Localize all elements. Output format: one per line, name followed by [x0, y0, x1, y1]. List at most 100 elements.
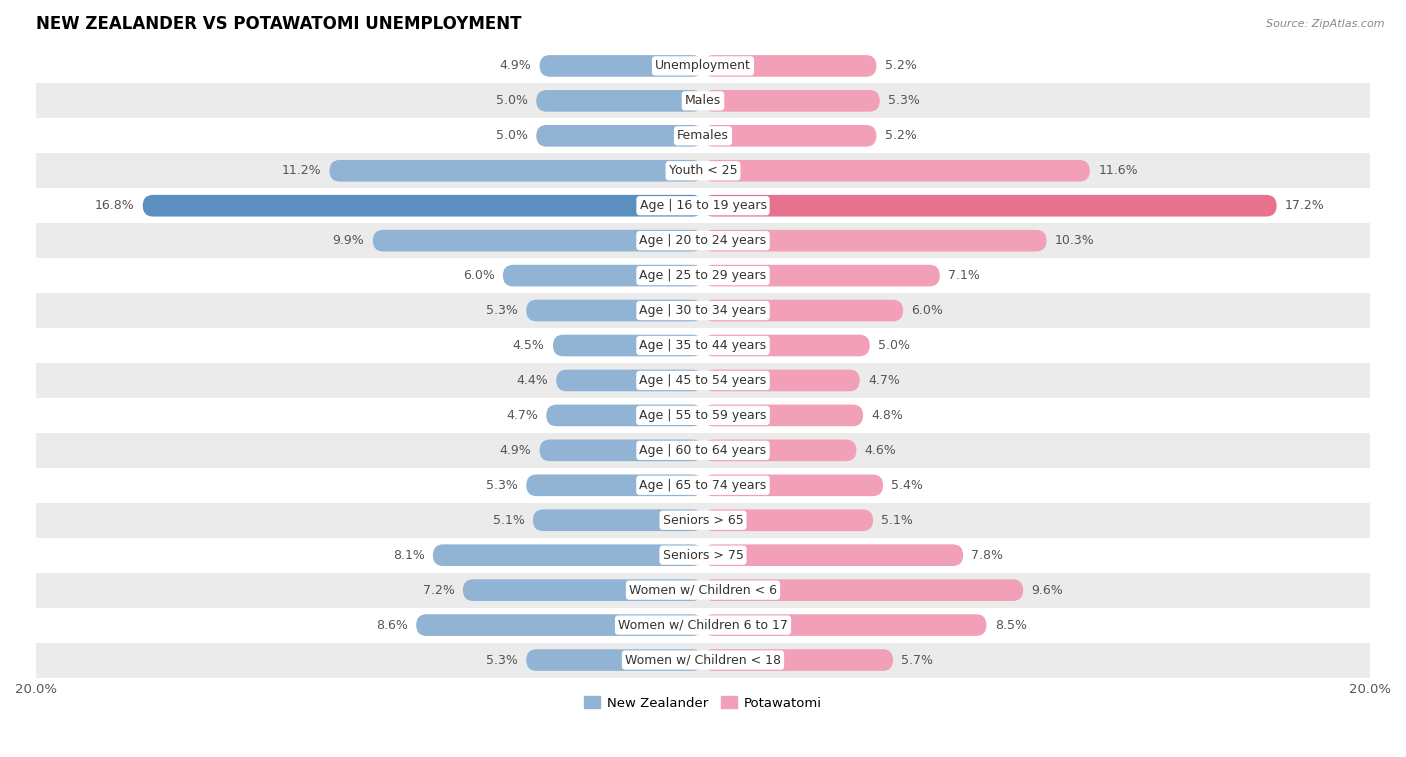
- FancyBboxPatch shape: [703, 90, 880, 112]
- FancyBboxPatch shape: [703, 369, 859, 391]
- Text: 6.0%: 6.0%: [463, 269, 495, 282]
- Text: Women w/ Children 6 to 17: Women w/ Children 6 to 17: [619, 618, 787, 631]
- FancyBboxPatch shape: [703, 300, 903, 322]
- FancyBboxPatch shape: [143, 195, 703, 217]
- FancyBboxPatch shape: [536, 125, 703, 147]
- Text: 4.8%: 4.8%: [872, 409, 903, 422]
- Text: 5.3%: 5.3%: [486, 478, 517, 492]
- Text: Age | 55 to 59 years: Age | 55 to 59 years: [640, 409, 766, 422]
- Bar: [37, 468, 1369, 503]
- Text: 11.6%: 11.6%: [1098, 164, 1137, 177]
- Legend: New Zealander, Potawatomi: New Zealander, Potawatomi: [579, 691, 827, 715]
- Text: 8.6%: 8.6%: [375, 618, 408, 631]
- Text: Seniors > 75: Seniors > 75: [662, 549, 744, 562]
- Bar: [37, 48, 1369, 83]
- FancyBboxPatch shape: [703, 404, 863, 426]
- FancyBboxPatch shape: [703, 509, 873, 531]
- Bar: [37, 328, 1369, 363]
- FancyBboxPatch shape: [540, 55, 703, 76]
- Text: Age | 35 to 44 years: Age | 35 to 44 years: [640, 339, 766, 352]
- Text: 5.0%: 5.0%: [496, 95, 527, 107]
- Text: 6.0%: 6.0%: [911, 304, 943, 317]
- Text: Age | 16 to 19 years: Age | 16 to 19 years: [640, 199, 766, 212]
- Bar: [37, 537, 1369, 572]
- Text: 5.3%: 5.3%: [486, 304, 517, 317]
- FancyBboxPatch shape: [536, 90, 703, 112]
- Text: Age | 45 to 54 years: Age | 45 to 54 years: [640, 374, 766, 387]
- FancyBboxPatch shape: [540, 440, 703, 461]
- Text: Seniors > 65: Seniors > 65: [662, 514, 744, 527]
- Text: 8.1%: 8.1%: [392, 549, 425, 562]
- FancyBboxPatch shape: [703, 230, 1046, 251]
- Text: 5.3%: 5.3%: [889, 95, 920, 107]
- Text: 4.7%: 4.7%: [868, 374, 900, 387]
- Text: 5.1%: 5.1%: [882, 514, 914, 527]
- FancyBboxPatch shape: [373, 230, 703, 251]
- FancyBboxPatch shape: [526, 300, 703, 322]
- Text: Women w/ Children < 18: Women w/ Children < 18: [626, 653, 780, 667]
- Bar: [37, 258, 1369, 293]
- Text: 5.7%: 5.7%: [901, 653, 934, 667]
- Bar: [37, 118, 1369, 153]
- Text: 4.4%: 4.4%: [516, 374, 548, 387]
- FancyBboxPatch shape: [703, 614, 987, 636]
- Text: Youth < 25: Youth < 25: [669, 164, 737, 177]
- Text: Males: Males: [685, 95, 721, 107]
- Text: 4.7%: 4.7%: [506, 409, 538, 422]
- FancyBboxPatch shape: [503, 265, 703, 286]
- Text: 9.6%: 9.6%: [1032, 584, 1063, 597]
- Text: 9.9%: 9.9%: [333, 234, 364, 247]
- FancyBboxPatch shape: [703, 335, 870, 357]
- Bar: [37, 608, 1369, 643]
- FancyBboxPatch shape: [557, 369, 703, 391]
- FancyBboxPatch shape: [433, 544, 703, 566]
- Bar: [37, 398, 1369, 433]
- FancyBboxPatch shape: [703, 440, 856, 461]
- Text: 8.5%: 8.5%: [995, 618, 1026, 631]
- Text: 5.0%: 5.0%: [879, 339, 910, 352]
- Bar: [37, 188, 1369, 223]
- FancyBboxPatch shape: [703, 475, 883, 496]
- Text: Unemployment: Unemployment: [655, 59, 751, 73]
- Text: 4.6%: 4.6%: [865, 444, 897, 457]
- FancyBboxPatch shape: [463, 579, 703, 601]
- Text: 16.8%: 16.8%: [94, 199, 135, 212]
- Bar: [37, 363, 1369, 398]
- Text: Females: Females: [678, 129, 728, 142]
- FancyBboxPatch shape: [533, 509, 703, 531]
- Text: NEW ZEALANDER VS POTAWATOMI UNEMPLOYMENT: NEW ZEALANDER VS POTAWATOMI UNEMPLOYMENT: [37, 15, 522, 33]
- FancyBboxPatch shape: [703, 125, 876, 147]
- Text: 10.3%: 10.3%: [1054, 234, 1095, 247]
- Text: Women w/ Children < 6: Women w/ Children < 6: [628, 584, 778, 597]
- Text: 17.2%: 17.2%: [1285, 199, 1324, 212]
- FancyBboxPatch shape: [547, 404, 703, 426]
- FancyBboxPatch shape: [703, 160, 1090, 182]
- FancyBboxPatch shape: [526, 650, 703, 671]
- Text: 4.9%: 4.9%: [499, 444, 531, 457]
- Bar: [37, 293, 1369, 328]
- Bar: [37, 223, 1369, 258]
- Text: 7.8%: 7.8%: [972, 549, 1004, 562]
- Text: 4.9%: 4.9%: [499, 59, 531, 73]
- Text: Age | 65 to 74 years: Age | 65 to 74 years: [640, 478, 766, 492]
- Text: 5.4%: 5.4%: [891, 478, 924, 492]
- FancyBboxPatch shape: [526, 475, 703, 496]
- Bar: [37, 83, 1369, 118]
- FancyBboxPatch shape: [329, 160, 703, 182]
- Text: Age | 20 to 24 years: Age | 20 to 24 years: [640, 234, 766, 247]
- Text: Source: ZipAtlas.com: Source: ZipAtlas.com: [1267, 19, 1385, 29]
- Text: 5.1%: 5.1%: [492, 514, 524, 527]
- Text: 5.3%: 5.3%: [486, 653, 517, 667]
- Text: Age | 60 to 64 years: Age | 60 to 64 years: [640, 444, 766, 457]
- Bar: [37, 503, 1369, 537]
- Bar: [37, 572, 1369, 608]
- Text: 7.2%: 7.2%: [423, 584, 454, 597]
- FancyBboxPatch shape: [553, 335, 703, 357]
- Text: Age | 25 to 29 years: Age | 25 to 29 years: [640, 269, 766, 282]
- FancyBboxPatch shape: [703, 544, 963, 566]
- FancyBboxPatch shape: [703, 265, 939, 286]
- Bar: [37, 643, 1369, 678]
- Text: 4.5%: 4.5%: [513, 339, 544, 352]
- Text: 7.1%: 7.1%: [948, 269, 980, 282]
- Text: Age | 30 to 34 years: Age | 30 to 34 years: [640, 304, 766, 317]
